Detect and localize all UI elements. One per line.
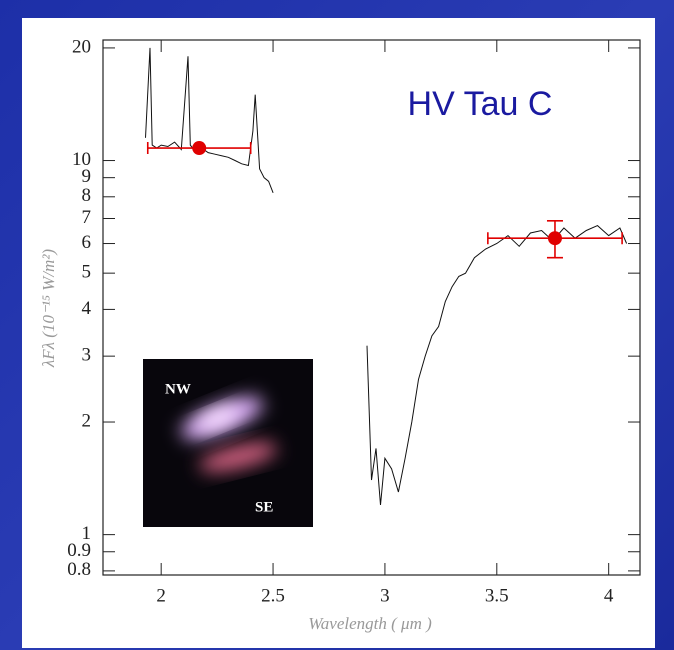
y-tick-label: 1 — [82, 523, 92, 544]
y-tick-label: 8 — [82, 185, 92, 206]
panel — [22, 18, 655, 648]
y-tick-label: 20 — [72, 36, 91, 57]
annotation: HV Tau C — [408, 85, 553, 123]
y-tick-label: 10 — [72, 149, 91, 170]
x-tick-label: 4 — [604, 585, 614, 606]
y-tick-label: 6 — [82, 232, 92, 253]
inset-image: NW SE — [143, 359, 313, 527]
x-tick-label: 3.5 — [485, 585, 509, 606]
y-tick-label: 0.9 — [67, 540, 91, 561]
y-axis-label: λFλ (10⁻¹⁵ W/m²) — [39, 249, 58, 369]
data-point — [192, 141, 207, 156]
x-tick-label: 3 — [380, 585, 390, 606]
y-tick-label: 2 — [82, 410, 92, 431]
y-tick-label: 0.8 — [67, 559, 91, 580]
y-tick-label: 7 — [82, 207, 92, 228]
y-tick-label: 4 — [82, 298, 92, 319]
data-point — [547, 231, 562, 246]
y-tick-label: 3 — [82, 345, 92, 366]
x-tick-label: 2.5 — [261, 585, 285, 606]
inset-source — [197, 406, 239, 430]
spectrum — [145, 47, 628, 506]
inset-label: SE — [255, 499, 273, 515]
inset-label: NW — [165, 381, 191, 397]
x-axis-label: Wavelength ( μm ) — [308, 614, 432, 633]
plot-frame — [102, 39, 641, 576]
inset-source — [199, 442, 277, 472]
y-tick-label: 9 — [82, 166, 92, 187]
y-tick-label: 5 — [82, 262, 92, 283]
inset-background — [143, 359, 313, 527]
x-tick-label: 2 — [156, 585, 166, 606]
